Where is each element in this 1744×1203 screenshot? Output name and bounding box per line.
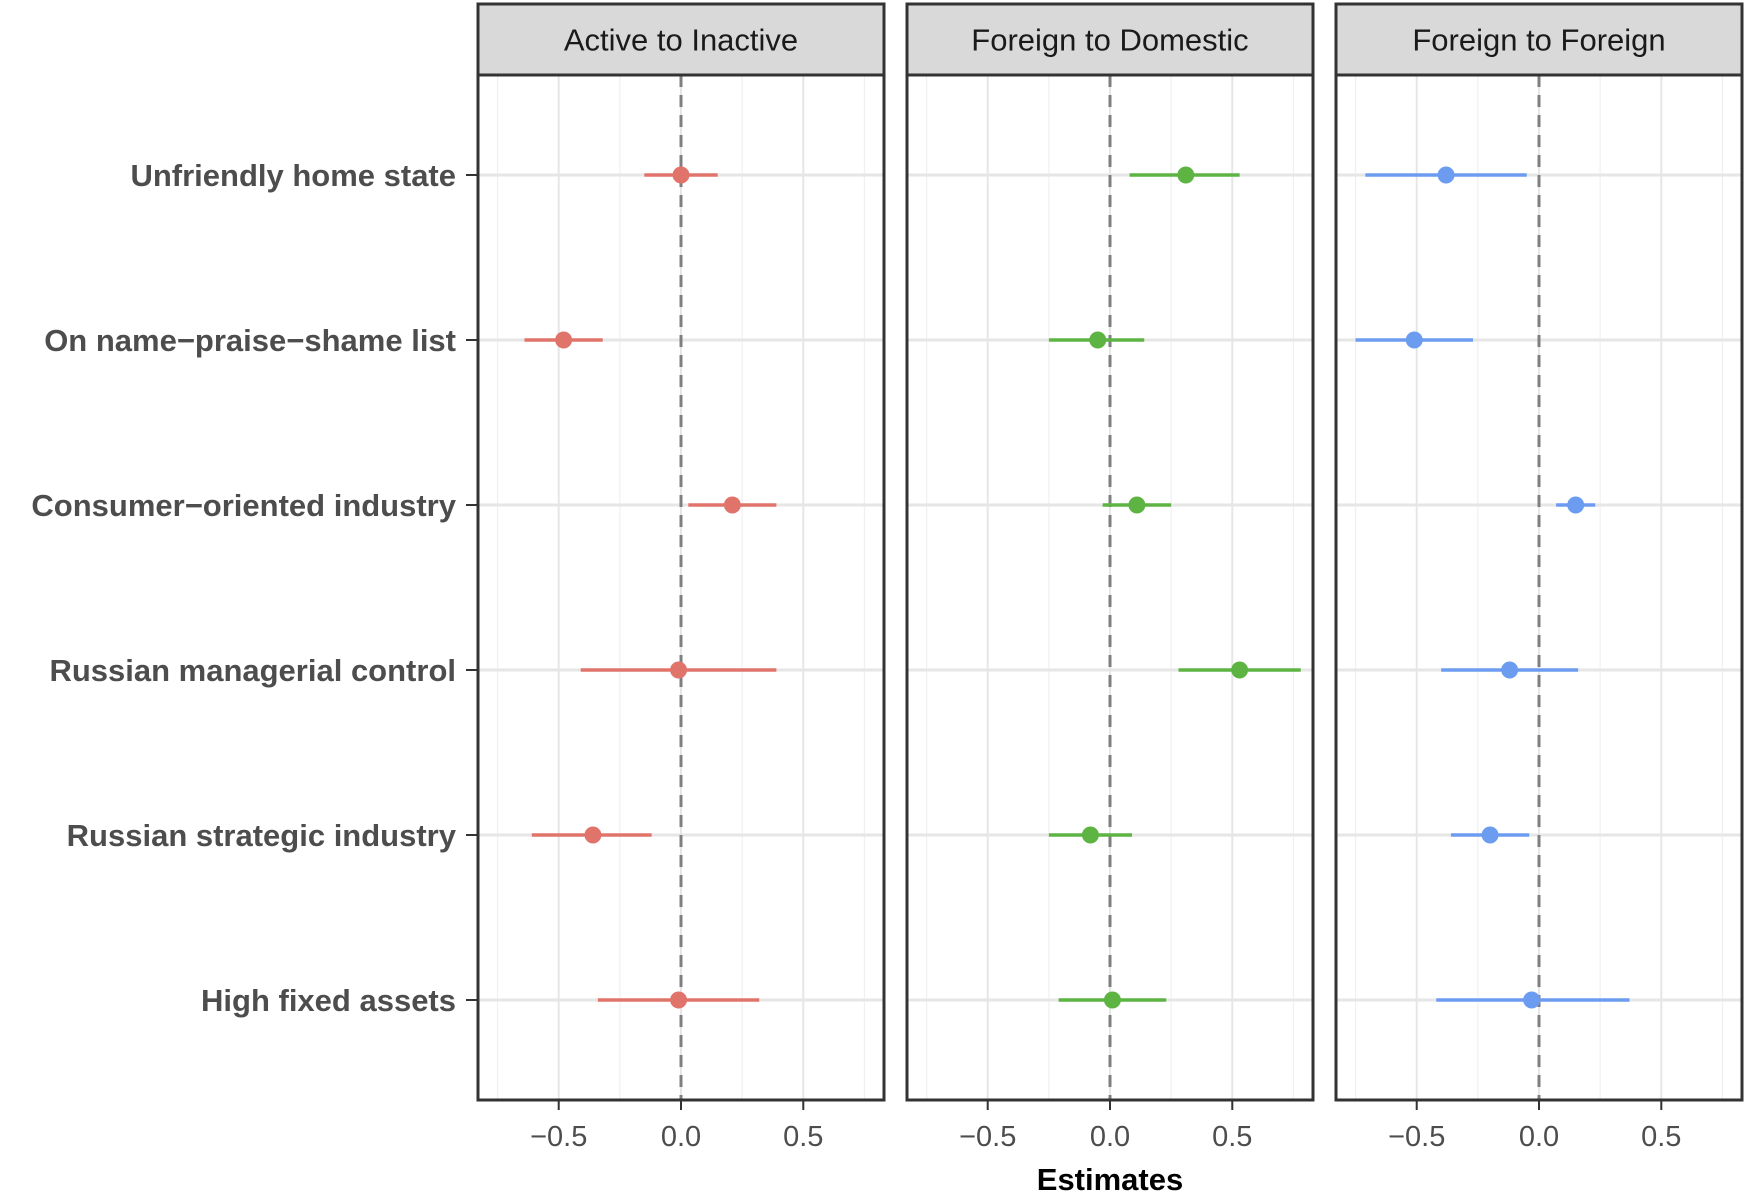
x-tick-label: −0.5: [1388, 1121, 1445, 1153]
point-estimate: [555, 331, 573, 349]
point-estimate: [584, 826, 602, 844]
category-label: Russian managerial control: [49, 653, 456, 688]
x-tick-label: 0.0: [661, 1121, 701, 1153]
panel: Active to Inactive −0.5 0.0 0.5: [476, 2, 886, 1153]
x-tick-label: −0.5: [530, 1121, 587, 1153]
point-estimate: [1405, 331, 1423, 349]
point-estimate: [723, 496, 741, 514]
point-estimate: [1523, 991, 1541, 1009]
panel-title: Foreign to Domestic: [971, 23, 1248, 58]
category-label: High fixed assets: [201, 983, 456, 1018]
point-estimate: [1103, 991, 1121, 1009]
category-labels: Unfriendly home state On name−praise−sham…: [31, 158, 478, 1018]
category-label: Russian strategic industry: [67, 818, 457, 853]
point-estimate: [670, 661, 688, 679]
panel-strip: [905, 2, 1315, 77]
point-estimate: [1481, 826, 1499, 844]
panel-strip: [1334, 2, 1744, 77]
category-label: Unfriendly home state: [130, 158, 456, 193]
point-estimate: [1128, 496, 1146, 514]
x-axis-title: Estimates: [1037, 1162, 1183, 1197]
category-label: Consumer−oriented industry: [31, 488, 456, 523]
panel-title: Active to Inactive: [564, 23, 798, 58]
point-estimate: [1081, 826, 1099, 844]
x-tick-label: 0.5: [1212, 1121, 1252, 1153]
point-estimate: [1437, 166, 1455, 184]
x-tick-label: −0.5: [959, 1121, 1016, 1153]
point-estimate: [1501, 661, 1519, 679]
point-estimate: [1177, 166, 1195, 184]
point-estimate: [1089, 331, 1107, 349]
x-tick-label: 0.5: [783, 1121, 823, 1153]
category-label: On name−praise−shame list: [44, 323, 456, 358]
point-estimate: [672, 166, 690, 184]
point-estimate: [670, 991, 688, 1009]
point-estimate: [1231, 661, 1249, 679]
panel: Foreign to Foreign −0.5 0.0 0.5: [1334, 2, 1744, 1153]
panel: Foreign to Domestic −0.5 0.0 0.5: [905, 2, 1315, 1153]
point-estimate: [1567, 496, 1585, 514]
x-tick-label: 0.0: [1519, 1121, 1559, 1153]
panel-title: Foreign to Foreign: [1412, 23, 1665, 58]
x-tick-label: 0.5: [1641, 1121, 1681, 1153]
x-tick-label: 0.0: [1090, 1121, 1130, 1153]
